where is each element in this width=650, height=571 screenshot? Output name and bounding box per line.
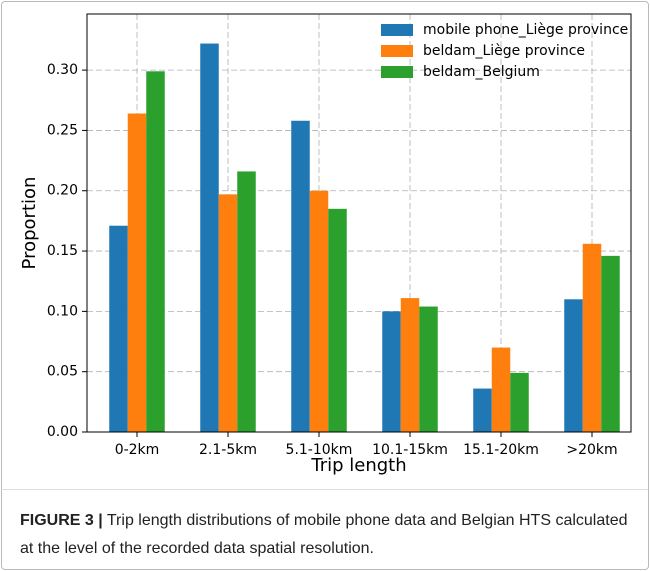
bar: [200, 43, 219, 433]
x-tick-label: >20km: [566, 442, 617, 458]
bar: [382, 311, 401, 432]
bar: [291, 120, 310, 432]
x-tick-label: 10.1-15km: [372, 442, 448, 458]
bar: [127, 113, 147, 433]
bar: [473, 388, 492, 432]
bar: [146, 71, 165, 433]
y-tick-label: 0.05: [47, 364, 78, 380]
y-tick-label: 0.10: [47, 303, 78, 319]
legend-label: mobile phone_Liège province: [423, 22, 628, 38]
legend-label: beldam_Liège province: [423, 43, 585, 59]
x-tick-label: 2.1-5km: [199, 442, 257, 458]
legend-swatch: [381, 45, 413, 57]
bar: [601, 255, 620, 432]
caption-text: Trip length distributions of mobile phon…: [20, 512, 628, 557]
bar: [109, 225, 128, 432]
x-axis-label: Trip length: [310, 455, 406, 476]
bar: [419, 306, 438, 432]
caption: FIGURE 3 | Trip length distributions of …: [20, 507, 640, 563]
bar: [564, 299, 583, 432]
bar: [491, 347, 511, 432]
x-tick-label: 0-2km: [115, 442, 160, 458]
plot-frame: [86, 13, 632, 433]
legend-swatch: [381, 66, 413, 78]
y-axis-label: Proportion: [19, 177, 40, 270]
y-tick-label: 0.20: [47, 183, 78, 199]
x-tick-label: 15.1-20km: [463, 442, 539, 458]
legend-label: beldam_Belgium: [423, 64, 540, 80]
bar: [328, 208, 347, 432]
chart: Trip length Proportion 0.00 0.05 0.10 0.15 0…: [19, 13, 632, 476]
y-tick-label: 0.00: [47, 424, 78, 440]
separator: [1, 489, 648, 490]
y-tick-label: 0.15: [47, 243, 78, 259]
caption-label: FIGURE 3 |: [20, 512, 103, 529]
y-tick-label: 0.30: [47, 62, 78, 78]
bar: [582, 243, 602, 432]
bar: [400, 298, 420, 432]
bar: [309, 190, 329, 432]
bar: [237, 171, 256, 432]
x-tick-label: 5.1-10km: [286, 442, 353, 458]
legend-swatch: [381, 24, 413, 36]
bar: [218, 194, 238, 432]
bar: [510, 372, 529, 432]
y-tick-label: 0.25: [47, 122, 78, 138]
